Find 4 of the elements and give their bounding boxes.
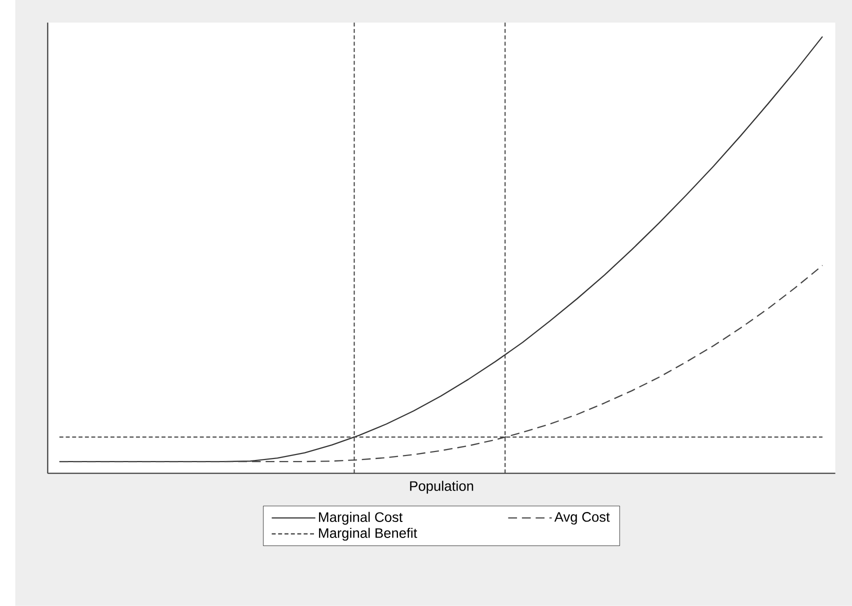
x-axis-title: Population bbox=[410, 480, 474, 494]
legend-label: Marginal Benefit bbox=[319, 528, 418, 541]
legend-label: Marginal Cost bbox=[319, 512, 403, 525]
legend-label: Avg Cost bbox=[554, 512, 610, 525]
